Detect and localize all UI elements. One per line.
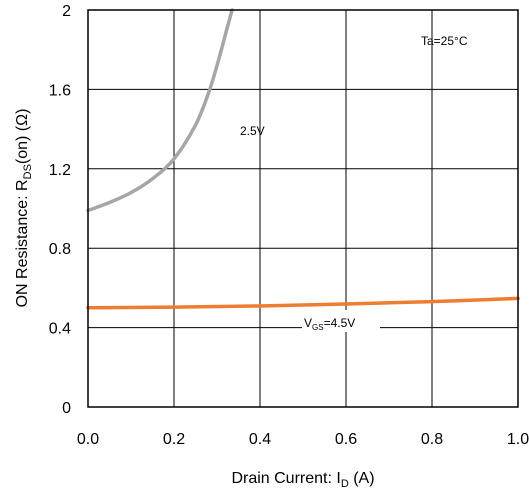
y-tick-label: 1.6 [49,82,71,99]
x-tick-label: 0.4 [249,431,271,448]
x-tick-label: 0.8 [421,431,443,448]
y-tick-label: 0.8 [49,241,71,258]
series-layer [86,8,520,310]
y-tick-label: 0.4 [49,321,71,338]
series-label-2.5v: 2.5V [240,124,265,138]
x-tick-label: 0.6 [335,431,357,448]
y-tick-labels: 0 0.4 0.8 1.2 1.6 2 [49,3,71,417]
y-axis-label: ON Resistance: RDS(on) (Ω) [14,109,34,308]
grid [87,9,519,408]
series-line-2.5v [86,8,234,213]
series-label-4.5v-background [302,310,380,332]
y-tick-label: 1.2 [49,162,71,179]
series-label-4.5v: VGS=4.5V [304,316,355,332]
series-line-4.5v [86,296,520,310]
x-tick-label: 0.0 [77,431,99,448]
condition-label: Ta=25°C [421,34,468,48]
y-tick-label: 0 [62,400,71,417]
plot-frame [87,9,519,408]
x-tick-labels: 0.0 0.2 0.4 0.6 0.8 1.0 [77,431,529,448]
x-tick-label: 1.0 [507,431,529,448]
x-axis-label: Drain Current: ID (A) [231,470,374,490]
y-tick-label: 2 [62,3,71,20]
x-tick-label: 0.2 [163,431,185,448]
